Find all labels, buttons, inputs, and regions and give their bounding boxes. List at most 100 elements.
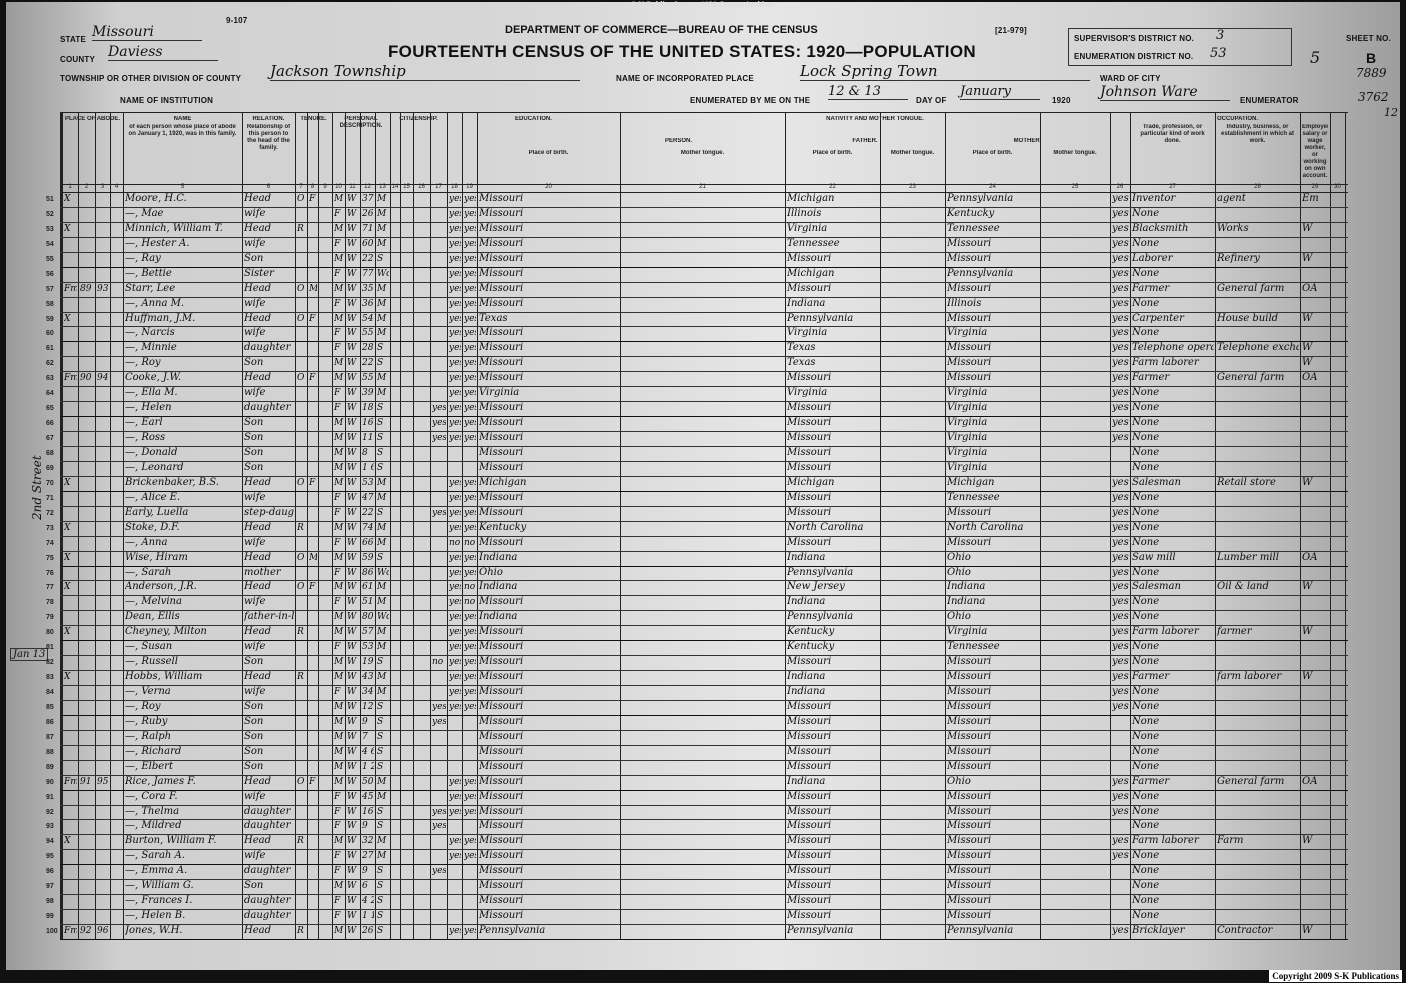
row-cell: Wd [377,567,389,578]
row-cell: F [334,238,341,249]
row-cell: Pennsylvania [947,193,1014,204]
row-cell: yes [1112,790,1129,802]
row-cell: 1 2/12 [362,761,374,772]
row-cell: None [1132,387,1160,399]
row-cell: M [334,731,344,742]
row-cell: None [1132,880,1160,892]
row-cell: —, Helen [125,402,172,414]
row-cell: Bricklayer [1132,925,1185,937]
row-cell: yes [432,507,446,518]
row-line [60,804,1348,806]
place-label: NAME OF INCORPORATED PLACE [616,74,754,83]
row-line [60,580,1348,582]
row-cell: Ohio [947,566,971,578]
row-cell: Son [244,760,264,772]
line-number: 59 [46,315,54,323]
row-cell: M [334,746,344,757]
row-cell: Texas [787,342,816,354]
row-cell: daughter [244,910,291,922]
row-cell: yes [1112,566,1129,578]
row-cell: father-in-law [244,611,294,623]
row-cell: yes [1112,297,1129,309]
row-cell: S [377,716,384,727]
row-cell: Missouri [787,895,832,907]
county-label: COUNTY [60,55,95,64]
line-number: 76 [46,569,54,577]
sheet-label: SHEET NO. [1346,34,1391,43]
row-line [60,356,1348,358]
column-number: 28 [1254,184,1261,190]
row-cell: Missouri [479,715,524,727]
row-cell: yes [449,298,461,309]
row-line [60,386,1348,388]
row-cell: O [297,283,305,294]
column-divider [345,112,346,939]
table-border [60,192,1348,193]
row-cell: Missouri [479,357,524,369]
row-cell: yes [464,776,476,787]
line-number: 83 [46,674,54,682]
row-cell: yes [449,283,461,294]
row-cell: 9 [362,821,368,832]
subheader-tongue: Mother tongue. [890,150,935,156]
row-cell: 45 [362,791,374,802]
row-cell: yes [1112,387,1129,399]
row-cell: —, Ross [125,432,166,444]
row-cell: X [64,194,71,204]
ed-value: 53 [1210,46,1227,61]
row-cell: yes [464,223,476,234]
row-cell: yes [1112,775,1129,787]
row-cell: Salesman [1132,581,1181,593]
line-number: 54 [46,240,54,248]
row-cell: Pennsylvania [787,925,854,937]
row-cell: 8 [362,447,368,458]
row-cell: F [334,851,341,862]
row-cell: Virginia [947,387,988,399]
row-cell: W [347,194,357,204]
line-number: 53 [46,225,54,233]
subheader-mother: MOTHER. [1013,138,1042,144]
county-value: Daviess [108,44,218,61]
row-cell: W [347,238,357,249]
row-cell: M [377,836,387,847]
row-cell: W [347,597,357,608]
row-cell: S [377,253,384,264]
row-cell: yes [464,672,476,683]
column-divider [1330,112,1331,939]
row-cell: 90 [80,373,92,384]
row-cell: W [347,403,357,414]
row-cell: 54 [362,313,374,324]
row-cell: Tennessee [787,237,840,249]
row-cell: W [347,283,357,294]
row-cell: S [377,911,384,922]
subheader-tongue: Mother tongue. [1053,150,1097,156]
row-cell: wife [244,297,266,309]
row-cell: W [347,582,357,593]
row-line [60,371,1348,373]
column-group-header: NATIVITY AND MOTHER TONGUE. [826,116,924,122]
row-cell: Missouri [479,372,524,384]
row-cell: OA [1302,372,1318,384]
row-cell: yes [464,567,476,578]
column-divider [1215,112,1216,939]
row-cell: Farm [1217,835,1244,847]
row-cell: —, William G. [125,880,194,892]
row-line [60,924,1348,926]
row-cell: Head [244,775,272,787]
row-cell: M [334,881,344,892]
row-cell: M [377,642,387,653]
row-cell: None [1132,297,1160,309]
row-cell: —, Anna [125,536,168,548]
row-cell: M [377,298,387,309]
row-cell: Missouri [787,880,832,892]
row-cell: 34 [362,687,374,698]
row-cell: Son [244,745,264,757]
row-cell: M [377,388,387,399]
row-cell: yes [1112,641,1129,653]
row-cell: New Jersey [787,581,845,593]
row-cell: yes [1112,506,1129,518]
row-cell: yes [464,328,476,339]
row-cell: W [347,687,357,698]
line-number: 78 [46,599,54,607]
row-cell: R [297,672,304,683]
